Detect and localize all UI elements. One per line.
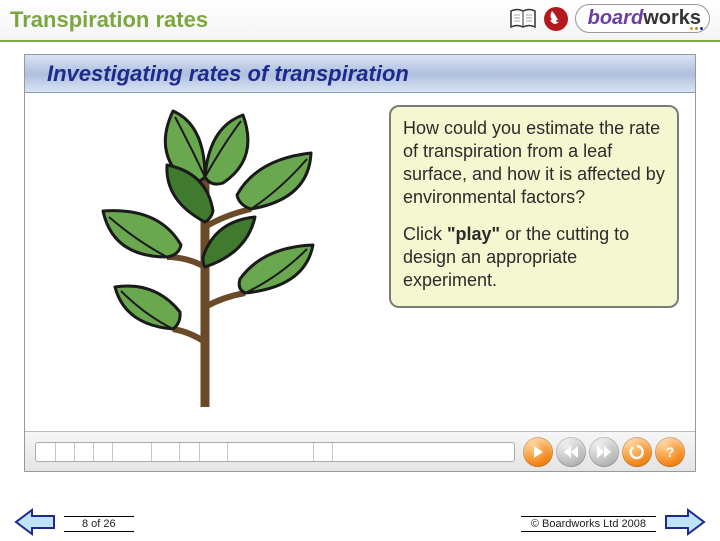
slide-title: Transpiration rates	[10, 7, 208, 33]
fast-forward-button[interactable]	[589, 437, 619, 467]
logo-part-1: board	[588, 7, 644, 30]
next-slide-button[interactable]	[664, 508, 706, 536]
timeline-scrubber[interactable]	[35, 442, 515, 462]
page-indicator: 8 of 26	[64, 516, 134, 532]
book-icon	[509, 7, 537, 31]
play-button[interactable]	[523, 437, 553, 467]
restart-button[interactable]	[622, 437, 652, 467]
instruction-text-2: Click "play" or the cutting to design an…	[403, 223, 665, 292]
logo-dots	[690, 27, 703, 30]
title-bar: Transpiration rates boardworks	[0, 0, 720, 42]
slide-footer: 8 of 26 © Boardworks Ltd 2008	[0, 508, 720, 540]
copyright-text: © Boardworks Ltd 2008	[521, 516, 656, 532]
brand-logo: boardworks	[575, 4, 710, 33]
content-heading-bar: Investigating rates of transpiration	[25, 55, 695, 93]
media-control-bar: ?	[25, 431, 695, 471]
help-button[interactable]: ?	[655, 437, 685, 467]
instruction-text-1: How could you estimate the rate of trans…	[403, 117, 665, 209]
rewind-button[interactable]	[556, 437, 586, 467]
plant-illustration[interactable]	[55, 107, 365, 417]
header-icons: boardworks	[509, 4, 710, 33]
prev-slide-button[interactable]	[14, 508, 56, 536]
flash-icon	[543, 6, 569, 32]
content-body: How could you estimate the rate of trans…	[25, 93, 695, 431]
instruction-panel: How could you estimate the rate of trans…	[389, 105, 679, 308]
media-buttons: ?	[523, 437, 685, 467]
svg-text:?: ?	[666, 444, 675, 460]
content-frame: Investigating rates of transpiration	[24, 54, 696, 472]
content-heading: Investigating rates of transpiration	[47, 61, 409, 87]
